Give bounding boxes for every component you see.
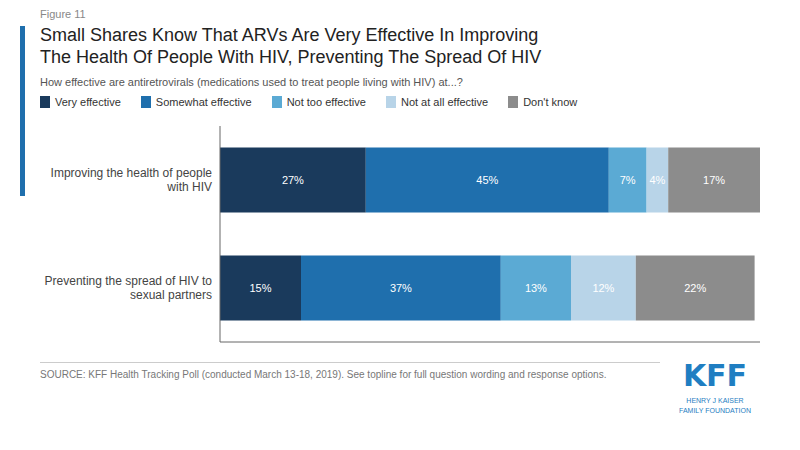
html-text:Don't know: Don't know: [523, 96, 578, 108]
svg-text:12%: 12%: [592, 282, 614, 294]
html-text:Somewhat effective: Somewhat effective: [155, 96, 252, 108]
svg-text:4%: 4%: [649, 174, 665, 186]
html-text:KFF: KFF: [682, 358, 748, 393]
html-text:Small Shares Know That ARVs Ar: Small Shares Know That ARVs Are Very Eff…: [40, 25, 542, 67]
svg-text:7%: 7%: [620, 174, 636, 186]
svg-text:15%: 15%: [249, 282, 271, 294]
svg-text:Improving the health of people: Improving the health of peoplewith HIV: [51, 166, 213, 194]
svg-text:17%: 17%: [703, 174, 725, 186]
svg-text:Preventing the spread of HIV t: Preventing the spread of HIV tosexual pa…: [45, 274, 213, 302]
html-text:HENRY J KAISER FAMILY FOUNDATI: HENRY J KAISER FAMILY FOUNDATION: [679, 397, 751, 414]
svg-text:13%: 13%: [525, 282, 547, 294]
svg-text:27%: 27%: [282, 174, 304, 186]
svg-text:37%: 37%: [390, 282, 412, 294]
svg-text:45%: 45%: [476, 174, 498, 186]
html-text:Very effective: Very effective: [55, 96, 121, 108]
html-text:How effective are antiretrovir: How effective are antiretrovirals (medic…: [40, 76, 463, 88]
html-text:Figure 11: Figure 11: [40, 8, 86, 20]
html-text:Not at all effective: Not at all effective: [400, 96, 489, 108]
html-text:SOURCE: KFF Health Tracking Po: SOURCE: KFF Health Tracking Poll (conduc…: [40, 369, 607, 380]
html-text:Not too effective: Not too effective: [286, 96, 366, 108]
svg-text:22%: 22%: [684, 282, 706, 294]
